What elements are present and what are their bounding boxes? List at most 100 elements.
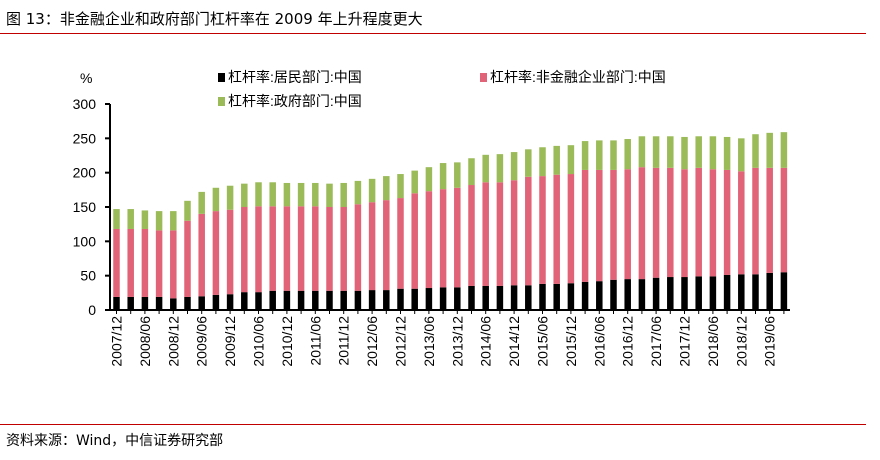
bar-segment-corporate (312, 206, 319, 291)
bar-segment-government (283, 182, 291, 207)
x-tick-label: 2010/06 (251, 316, 267, 367)
bar-segment-household (198, 296, 205, 310)
bar-segment-government (496, 154, 504, 183)
bar-segment-corporate (454, 187, 461, 288)
bar-segment-government (170, 211, 177, 231)
bar-segment-government (439, 163, 447, 190)
x-tick-label: 2018/06 (705, 316, 721, 367)
bar-segment-corporate (397, 198, 404, 289)
bar-segment-government (212, 187, 220, 212)
bar-segment-household (184, 296, 191, 310)
bar-segment-government (454, 162, 461, 188)
bar-segment-government (723, 136, 731, 170)
bar-segment-household (439, 287, 447, 310)
bar-segment-government (354, 180, 362, 205)
bar-segment-corporate (184, 220, 191, 297)
bar-segment-household (312, 290, 319, 310)
y-tick-label: 250 (73, 130, 97, 146)
x-tick-label: 2016/06 (591, 316, 607, 367)
bar-segment-corporate (525, 176, 532, 286)
bar-segment-government (326, 183, 333, 207)
bar-segment-household (638, 279, 646, 310)
bar-segment-government (709, 136, 717, 170)
bar-segment-government (681, 136, 688, 170)
bar-segment-government (155, 211, 163, 231)
bar-segment-government (510, 152, 518, 181)
bar-segment-household (170, 298, 177, 310)
bar-segment-household (241, 292, 248, 310)
legend-label: 杠杆率:政府部门:中国 (228, 93, 362, 109)
x-axis: 2007/12 2008/06 2008/12 2009/06 2009/12 2010/… (109, 309, 790, 367)
bar-segment-government (468, 158, 475, 186)
bar-segment-government (553, 145, 560, 175)
bar-segment-government (638, 136, 646, 168)
bar-segment-household (553, 283, 560, 310)
bar-segment-government (567, 145, 575, 175)
bar-segment-corporate (326, 207, 333, 291)
title-divider (0, 33, 866, 34)
bar-segment-corporate (567, 174, 575, 284)
y-tick-label: 100 (73, 233, 97, 249)
bar-segment-household (596, 281, 603, 310)
bar-segment-corporate (411, 193, 418, 289)
bar-segment-corporate (752, 167, 759, 275)
bar-segment-corporate (113, 228, 120, 297)
bar-segment-corporate (723, 169, 731, 275)
bar-segment-corporate (638, 167, 646, 280)
bar-segment-household (681, 277, 688, 310)
bar-segment-household (383, 290, 390, 310)
bar-segment-government (539, 147, 546, 177)
bar-segment-government (766, 132, 773, 168)
x-tick-label: 2014/12 (506, 316, 522, 367)
bar-segment-corporate (354, 204, 362, 291)
bar-segment-government (667, 136, 674, 168)
bar-segment-household (709, 276, 717, 310)
bar-segment-household (525, 285, 532, 310)
bar-segment-household (255, 292, 262, 310)
x-tick-label: 2008/06 (137, 316, 153, 367)
bar-segment-government (411, 170, 418, 194)
bar-segment-corporate (738, 171, 745, 275)
bar-segment-corporate (155, 230, 163, 297)
legend-swatch (218, 73, 225, 82)
bar-segment-household (652, 277, 660, 310)
bar-segment-household (510, 285, 518, 310)
bar-segment-household (354, 290, 362, 310)
bar-segment-corporate (709, 169, 717, 277)
bar-segment-household (127, 296, 134, 310)
bars (113, 132, 788, 310)
bar-segment-household (624, 279, 631, 310)
figure-title: 图 13：非金融企业和政府部门杠杆率在 2009 年上升程度更大 (6, 10, 423, 28)
bar-segment-corporate (340, 207, 347, 291)
bar-segment-corporate (667, 167, 674, 278)
bar-segment-corporate (283, 206, 291, 291)
bar-segment-government (695, 136, 702, 168)
bar-segment-household (567, 283, 575, 310)
bar-segment-corporate (170, 230, 177, 299)
bar-segment-government (397, 174, 404, 199)
bar-segment-government (340, 182, 347, 207)
bar-segment-corporate (652, 167, 660, 278)
bar-segment-corporate (226, 209, 234, 295)
bar-segment-household (695, 276, 702, 310)
bar-segment-government (141, 210, 149, 229)
bar-segment-corporate (368, 202, 376, 291)
bar-segment-household (411, 288, 418, 310)
bar-segment-corporate (269, 206, 276, 291)
bar-segment-household (368, 290, 376, 310)
bar-segment-household (326, 290, 333, 310)
bar-segment-household (113, 296, 120, 310)
bar-segment-household (155, 296, 163, 310)
bar-segment-household (226, 294, 234, 310)
bar-segment-government (482, 154, 489, 183)
bar-segment-government (738, 138, 745, 172)
x-tick-label: 2017/06 (648, 316, 664, 367)
bar-segment-corporate (127, 228, 134, 297)
y-tick-label: 150 (73, 199, 97, 215)
bar-segment-household (141, 296, 149, 310)
bar-segment-household (496, 285, 504, 310)
bar-segment-government (610, 140, 617, 170)
x-tick-label: 2019/06 (762, 316, 778, 367)
bar-segment-government (525, 149, 532, 177)
bar-segment-government (198, 191, 205, 214)
